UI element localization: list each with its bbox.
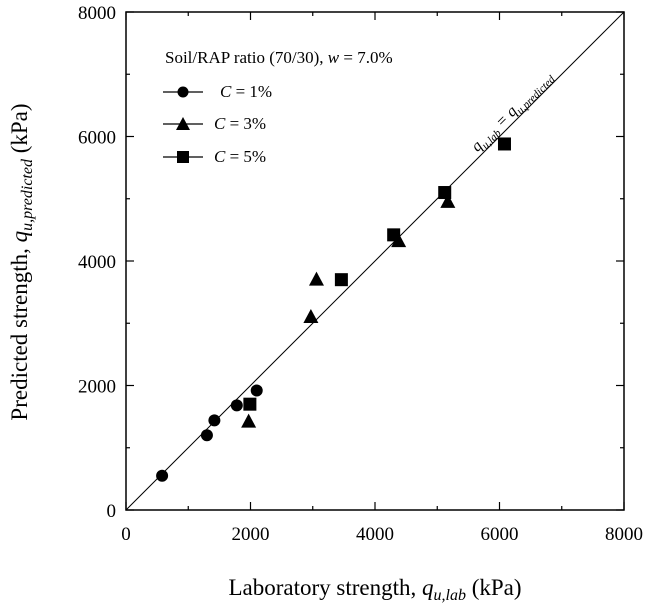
x-tick-label: 8000 — [605, 524, 643, 545]
data-point-triangle — [241, 413, 257, 428]
data-point-circle — [230, 399, 243, 412]
data-point-triangle — [308, 271, 324, 286]
y-tick-label: 4000 — [78, 252, 116, 273]
data-point-circle — [250, 384, 263, 397]
data-point-square — [243, 397, 257, 411]
legend-label-c3: C = 3% — [214, 114, 266, 133]
y-tick-label: 6000 — [78, 128, 116, 149]
data-point-square — [438, 186, 452, 200]
equality-line — [125, 11, 625, 511]
y-axis-label: Predicted strength, qu,predicted (kPa) — [7, 103, 36, 420]
legend-label-c1: C = 1% — [220, 82, 272, 101]
data-markers — [156, 137, 511, 482]
x-tick-label: 2000 — [232, 524, 270, 545]
legend-marker-triangle — [176, 117, 190, 130]
data-point-square — [334, 273, 348, 287]
y-tick-label: 2000 — [78, 377, 116, 398]
x-axis-label: Laboratory strength, qu,lab (kPa) — [228, 575, 521, 604]
axis-ticks — [125, 11, 625, 511]
data-point-square — [497, 137, 511, 151]
data-point-triangle — [303, 309, 319, 324]
y-tick-labels: 0 2000 4000 6000 8000 — [78, 3, 116, 522]
data-point-circle — [200, 429, 213, 442]
legend-title: Soil/RAP ratio (70/30), w = 7.0% — [165, 48, 393, 67]
y-tick-label: 8000 — [78, 3, 116, 24]
legend-marker-circle — [177, 86, 189, 98]
y-tick-label: 0 — [107, 501, 117, 522]
x-tick-label: 0 — [121, 524, 131, 545]
data-point-circle — [208, 414, 221, 427]
data-point-triangle — [440, 193, 456, 208]
x-tick-label: 4000 — [356, 524, 394, 545]
legend-marker-square — [177, 151, 189, 163]
legend: Soil/RAP ratio (70/30), w = 7.0% C = 1% … — [163, 48, 393, 166]
x-tick-label: 6000 — [481, 524, 519, 545]
data-point-circle — [156, 469, 169, 482]
equality-line-label: qu,lab = qu,predicted — [468, 68, 558, 158]
x-tick-labels: 0 2000 4000 6000 8000 — [121, 524, 643, 545]
data-point-square — [387, 228, 401, 242]
legend-label-c5: C = 5% — [214, 147, 266, 166]
